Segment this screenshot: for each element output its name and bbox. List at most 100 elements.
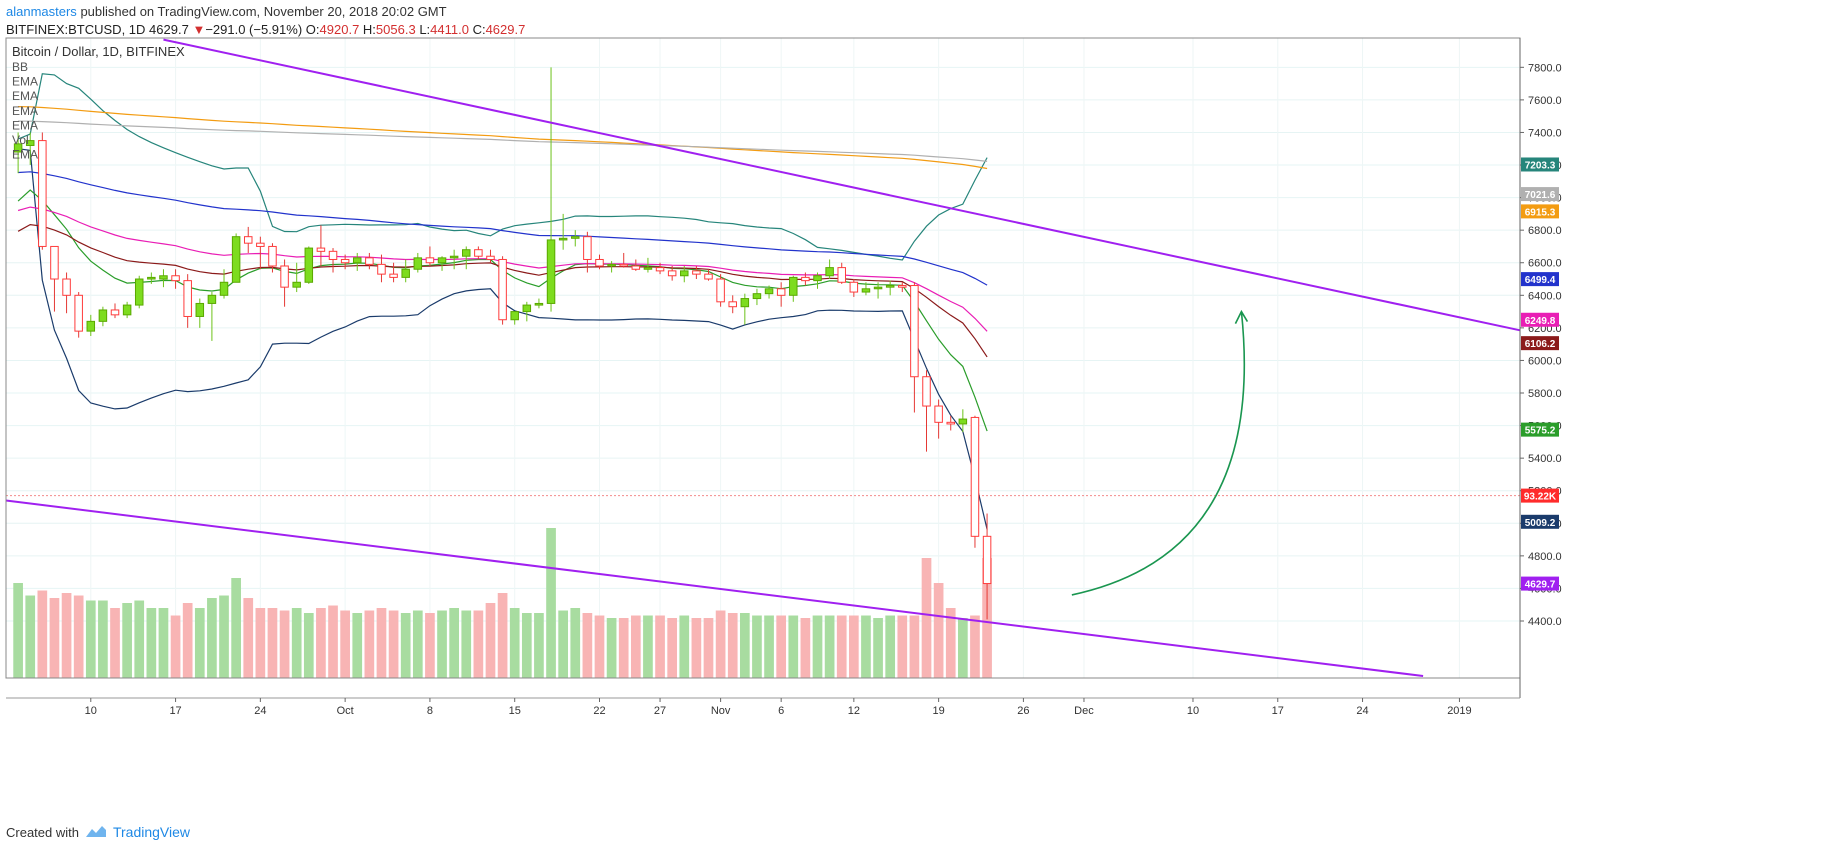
x-tick-label: 17 — [169, 705, 181, 717]
candle-body — [195, 302, 205, 317]
candle-body — [292, 281, 301, 288]
indicator-label: EMA — [12, 89, 38, 103]
low-value: 4411.0 — [430, 22, 469, 37]
volume-bar — [909, 615, 920, 678]
x-tick-label: Oct — [337, 705, 354, 717]
volume-bar — [267, 608, 278, 678]
volume-bar — [170, 615, 181, 678]
volume-bars — [13, 528, 992, 678]
candle-body — [110, 309, 120, 316]
candle-body — [849, 281, 859, 293]
volume-bar — [958, 618, 968, 678]
candle-body — [546, 239, 556, 304]
volume-bar — [37, 590, 48, 678]
volume-bar — [945, 608, 956, 678]
volume-bar — [546, 528, 556, 678]
indicator-label: EMA — [12, 75, 38, 89]
open-value: 4920.7 — [319, 22, 360, 37]
candle-body — [522, 304, 532, 313]
volume-bar — [897, 615, 908, 678]
candle-body — [122, 304, 132, 316]
volume-bar — [182, 603, 193, 678]
candle-body — [401, 268, 410, 278]
candle-body — [159, 275, 168, 280]
x-tick-label: 2019 — [1447, 705, 1471, 717]
candle-body — [655, 267, 665, 272]
volume-bar — [824, 615, 835, 678]
price-badge-label: 6106.2 — [1525, 339, 1556, 350]
created-with-text: Created with — [6, 824, 79, 840]
indicator-label: EMA — [12, 148, 38, 162]
candle-body — [171, 275, 180, 282]
footer: Created with TradingView — [6, 822, 190, 842]
candle-body — [631, 265, 641, 270]
close-value: 4629.7 — [485, 22, 526, 37]
candle-body — [704, 273, 713, 280]
bb-lower-line — [18, 148, 988, 530]
candle-body — [147, 276, 156, 280]
candle-body — [268, 245, 277, 267]
volume-bar — [970, 615, 980, 678]
candle-body — [304, 247, 314, 283]
volume-bar — [437, 610, 447, 678]
trendlines — [5, 38, 1521, 678]
price-badge-label: 7203.3 — [1525, 160, 1556, 171]
candle-body — [764, 288, 774, 295]
candle-body — [389, 273, 398, 278]
high-value: 5056.3 — [375, 22, 416, 37]
candle-body — [352, 257, 362, 264]
candle-body — [813, 275, 822, 282]
price-badge-label: 5009.2 — [1525, 518, 1556, 529]
candle-body — [437, 257, 447, 264]
volume-bar — [25, 595, 36, 678]
volume-bar — [207, 598, 217, 678]
volume-bar — [933, 583, 944, 678]
volume-bar — [85, 600, 96, 678]
candle-body — [50, 245, 59, 280]
candle-body — [619, 263, 628, 267]
projection-arrow — [1071, 311, 1246, 596]
volume-bar — [534, 613, 544, 678]
volume-bar — [255, 608, 266, 678]
indicator-label: EMA — [12, 118, 38, 132]
x-tick-label: 24 — [1356, 705, 1368, 717]
volume-bar — [643, 615, 653, 678]
volume-bar — [509, 608, 520, 678]
candle-body — [316, 247, 326, 252]
candle-body — [801, 276, 810, 282]
volume-bar — [861, 615, 871, 678]
ema-orange-line — [18, 106, 988, 170]
high-label: H: — [362, 22, 376, 37]
price-badge — [1521, 157, 1559, 172]
candle-body — [231, 236, 241, 283]
volume-bar — [328, 605, 338, 678]
y-tick-label: 4400.0 — [1528, 616, 1562, 628]
candle-body — [425, 257, 435, 264]
chart-title: Bitcoin / Dollar, 1D, BITFINEX — [12, 44, 185, 59]
price-badge — [1521, 187, 1559, 202]
candle-body — [789, 276, 798, 296]
candle-body — [98, 309, 108, 322]
volume-bar — [558, 610, 568, 678]
tradingview-brand[interactable]: TradingView — [112, 824, 191, 840]
candle-body — [922, 376, 931, 407]
candle-body — [449, 255, 459, 259]
y-tick-label: 6600.0 — [1528, 258, 1562, 270]
candle-body — [74, 294, 83, 332]
candle-body — [873, 286, 883, 290]
candle-body — [498, 258, 507, 321]
volume-bar — [73, 595, 84, 678]
author-link[interactable]: alanmasters — [6, 4, 77, 19]
symbol-label: BITFINEX:BTCUSD, 1D — [6, 22, 146, 37]
y-tick-label: 4800.0 — [1528, 551, 1562, 563]
candle-body — [462, 249, 471, 257]
trendline-upper — [163, 38, 1521, 332]
volume-bar — [13, 583, 23, 678]
candle-body — [607, 263, 616, 267]
x-tick-label: 6 — [778, 705, 784, 717]
x-tick-label: Nov — [711, 705, 731, 717]
indicator-label: BB — [12, 60, 28, 74]
volume-bar — [400, 613, 411, 678]
volume-bar — [134, 600, 145, 678]
